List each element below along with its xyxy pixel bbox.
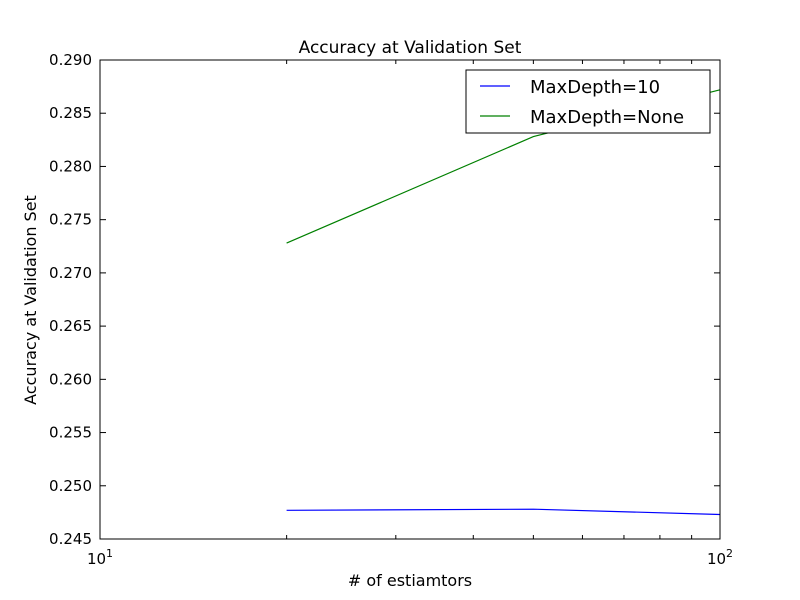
y-tick-label: 0.280 [49, 157, 92, 175]
series-lines [286, 89, 721, 516]
legend: MaxDepth=10 MaxDepth=None [465, 69, 711, 134]
y-tick-label: 0.255 [49, 424, 92, 442]
y-tick-label: 0.285 [49, 104, 92, 122]
y-tick-label: 0.250 [49, 477, 92, 495]
x-axis-label: # of estiamtors [348, 571, 472, 590]
plot-frame [99, 59, 721, 540]
series-line-1 [286, 508, 721, 516]
y-tick-label: 0.270 [49, 264, 92, 282]
y-tick-label: 0.245 [49, 530, 92, 548]
chart-title: Accuracy at Validation Set [299, 38, 522, 58]
legend-box [465, 69, 711, 134]
y-tick-label: 0.260 [49, 370, 92, 388]
y-axis-label: Accuracy at Validation Set [21, 195, 40, 405]
x-tick-label: 102 [707, 547, 733, 568]
axis-ticks: 0.245 0.250 0.255 0.260 0.265 0.270 0.275 0.280… [49, 51, 733, 568]
legend-label: MaxDepth=10 [530, 77, 660, 98]
legend-label: MaxDepth=None [530, 107, 684, 128]
y-tick-label: 0.290 [49, 51, 92, 69]
y-tick-label: 0.265 [49, 317, 92, 335]
x-tick-label: 101 [87, 547, 113, 568]
y-tick-label: 0.275 [49, 211, 92, 229]
